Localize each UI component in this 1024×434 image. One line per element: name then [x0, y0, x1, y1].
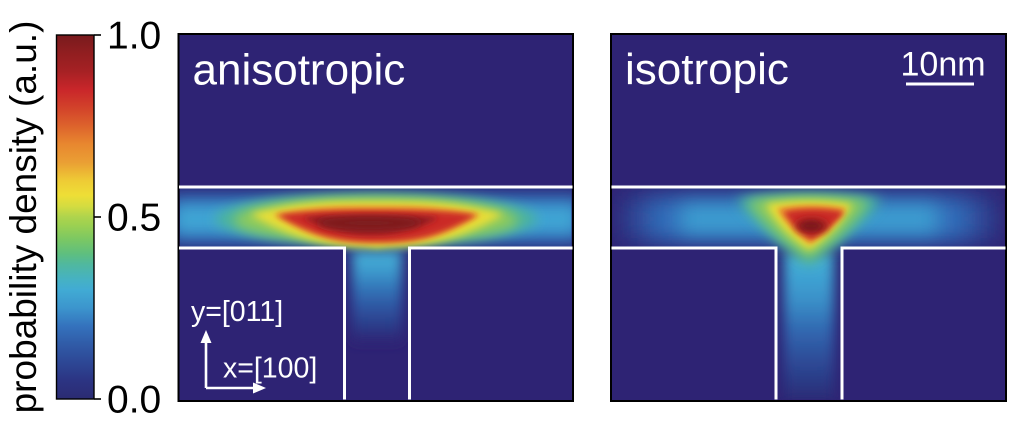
svg-text:x=[100]: x=[100] — [223, 353, 317, 385]
svg-text:probability density (a.u.): probability density (a.u.) — [3, 21, 44, 414]
svg-text:anisotropic: anisotropic — [193, 46, 406, 95]
svg-text:1.0: 1.0 — [107, 15, 161, 58]
svg-text:10nm: 10nm — [901, 46, 986, 84]
svg-text:0.5: 0.5 — [107, 197, 161, 240]
svg-text:0.0: 0.0 — [107, 379, 161, 422]
svg-text:isotropic: isotropic — [625, 45, 789, 94]
svg-text:y=[011]: y=[011] — [191, 296, 283, 328]
